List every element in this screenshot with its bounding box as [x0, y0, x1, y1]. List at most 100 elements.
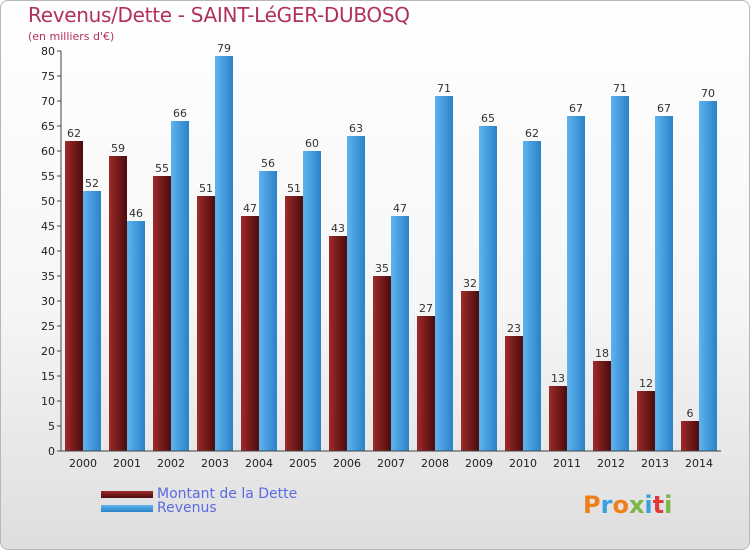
- x-tick-label: 2006: [333, 457, 361, 470]
- chart-subtitle: (en milliers d'€): [28, 30, 115, 43]
- data-label: 13: [551, 372, 565, 385]
- legend-swatch-dette: [101, 491, 153, 498]
- data-label: 51: [199, 182, 213, 195]
- y-tick-label: 30: [41, 295, 55, 308]
- y-tick-label: 40: [41, 245, 55, 258]
- y-tick-label: 65: [41, 120, 55, 133]
- data-label: 62: [525, 127, 539, 140]
- logo-letter: r: [600, 491, 613, 519]
- bar-dette: [505, 336, 523, 451]
- bar-revenus: [479, 126, 497, 451]
- y-tick-label: 10: [41, 395, 55, 408]
- bar-dette: [153, 176, 171, 451]
- x-tick-label: 2011: [553, 457, 581, 470]
- x-tick-label: 2012: [597, 457, 625, 470]
- bar-revenus: [215, 56, 233, 451]
- data-label: 27: [419, 302, 433, 315]
- y-tick-label: 70: [41, 95, 55, 108]
- x-tick-label: 2014: [685, 457, 713, 470]
- legend-label-dette: Montant de la Dette: [157, 486, 298, 502]
- bar-dette: [109, 156, 127, 451]
- bar-dette: [197, 196, 215, 451]
- x-tick-label: 2002: [157, 457, 185, 470]
- bar-dette: [241, 216, 259, 451]
- data-label: 71: [613, 82, 627, 95]
- bar-dette: [461, 291, 479, 451]
- x-tick-label: 2007: [377, 457, 405, 470]
- bars: 62 52 59 46 55 66 51 79 47 56 51 60 43 63 35 47 27 71 32 65…: [65, 42, 717, 451]
- data-label: 47: [393, 202, 407, 215]
- x-axis: 2000 2001 2002 2003 2004 2005 2006 2007 2008 2009…: [61, 450, 721, 470]
- data-label: 18: [595, 347, 609, 360]
- chart-title: Revenus/Dette - SAINT-LéGER-DUBOSQ: [28, 3, 410, 27]
- x-tick-label: 2008: [421, 457, 449, 470]
- bar-dette: [329, 236, 347, 451]
- logo-letter: t: [652, 491, 665, 519]
- bar-dette: [417, 316, 435, 451]
- data-label: 43: [331, 222, 345, 235]
- data-label: 60: [305, 137, 319, 150]
- x-tick-label: 2000: [69, 457, 97, 470]
- data-label: 65: [481, 112, 495, 125]
- bar-revenus: [303, 151, 321, 451]
- x-tick-label: 2003: [201, 457, 229, 470]
- y-tick-label: 80: [41, 45, 55, 58]
- bar-revenus: [611, 96, 629, 451]
- y-tick-label: 0: [48, 445, 55, 458]
- bar-dette: [681, 421, 699, 451]
- bar-revenus: [259, 171, 277, 451]
- bar-revenus: [391, 216, 409, 451]
- y-tick-label: 35: [41, 270, 55, 283]
- logo-letter: i: [644, 491, 653, 519]
- data-label: 35: [375, 262, 389, 275]
- bar-revenus: [171, 121, 189, 451]
- data-label: 6: [687, 407, 694, 420]
- y-tick-label: 15: [41, 370, 55, 383]
- data-label: 67: [657, 102, 671, 115]
- data-label: 55: [155, 162, 169, 175]
- bar-revenus: [83, 191, 101, 451]
- bar-revenus: [523, 141, 541, 451]
- proxiti-logo: Proxiti: [583, 491, 672, 519]
- data-label: 62: [67, 127, 81, 140]
- bar-revenus: [699, 101, 717, 451]
- data-label: 23: [507, 322, 521, 335]
- logo-letter: i: [664, 491, 673, 519]
- x-tick-label: 2005: [289, 457, 317, 470]
- bar-revenus: [347, 136, 365, 451]
- data-label: 70: [701, 87, 715, 100]
- bar-revenus: [435, 96, 453, 451]
- x-tick-label: 2004: [245, 457, 273, 470]
- bar-dette: [373, 276, 391, 451]
- data-label: 52: [85, 177, 99, 190]
- bar-dette: [549, 386, 567, 451]
- data-label: 59: [111, 142, 125, 155]
- bar-dette: [65, 141, 83, 451]
- y-tick-label: 60: [41, 145, 55, 158]
- data-label: 79: [217, 42, 231, 55]
- y-tick-label: 75: [41, 70, 55, 83]
- y-tick-label: 20: [41, 345, 55, 358]
- y-tick-label: 50: [41, 195, 55, 208]
- y-tick-label: 45: [41, 220, 55, 233]
- x-tick-label: 2009: [465, 457, 493, 470]
- bar-revenus: [655, 116, 673, 451]
- bar-revenus: [567, 116, 585, 451]
- data-label: 71: [437, 82, 451, 95]
- logo-letter: o: [612, 491, 629, 519]
- legend-label-revenus: Revenus: [157, 500, 217, 516]
- data-label: 67: [569, 102, 583, 115]
- bar-dette: [285, 196, 303, 451]
- bar-revenus: [127, 221, 145, 451]
- x-tick-label: 2013: [641, 457, 669, 470]
- x-tick-label: 2001: [113, 457, 141, 470]
- legend-swatch-revenus: [101, 505, 153, 512]
- data-label: 46: [129, 207, 143, 220]
- data-label: 47: [243, 202, 257, 215]
- y-tick-label: 55: [41, 170, 55, 183]
- logo-letter: P: [583, 491, 601, 519]
- logo-letter: x: [628, 491, 645, 519]
- data-label: 66: [173, 107, 187, 120]
